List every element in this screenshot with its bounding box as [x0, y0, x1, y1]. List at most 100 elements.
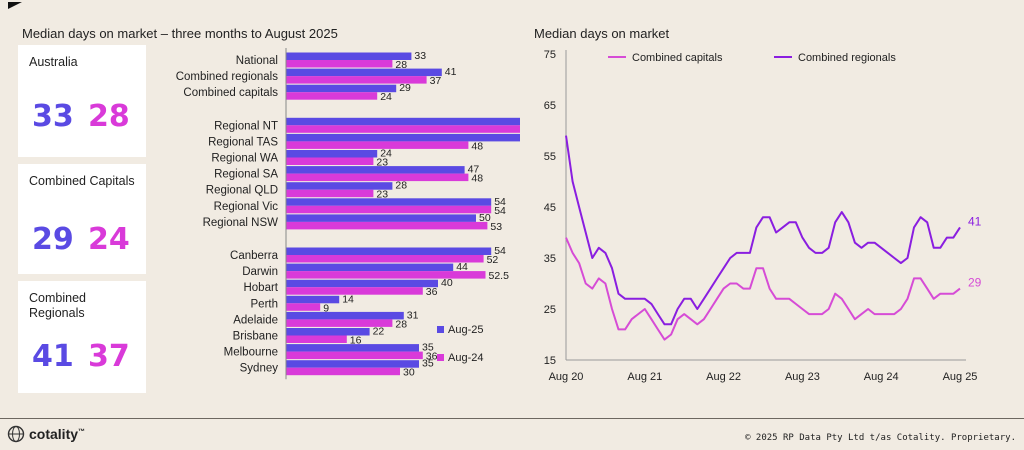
legend-label-aug24: Aug-24 — [448, 352, 483, 364]
bar-category-label: Brisbane — [233, 331, 278, 343]
bar-aug24 — [286, 189, 374, 198]
bar-aug25 — [286, 52, 412, 60]
bar-category-label: Canberra — [230, 250, 279, 262]
y-tick-label: 15 — [544, 355, 556, 367]
line-chart: 75 65 55 45 35 25 15 Aug 20 Aug 21 Aug 22 Aug 23 Au… — [544, 49, 982, 383]
brand-logo: cotality™ — [6, 424, 85, 444]
bar-category-label: Regional NSW — [203, 217, 279, 229]
bar-value-label: 47 — [468, 164, 480, 176]
bar-aug25 — [286, 198, 492, 206]
bar-value-label: 37 — [430, 75, 442, 87]
bar-aug25 — [286, 68, 442, 77]
bar-value-label: 52.5 — [489, 270, 510, 282]
brand-trademark: ™ — [78, 428, 86, 436]
bar-aug25 — [286, 360, 419, 368]
bar-category-label: Perth — [251, 298, 279, 310]
bar-value-label: 28 — [395, 180, 407, 192]
card-label: Combined Capitals — [29, 174, 135, 188]
legend-label-aug25: Aug-25 — [448, 324, 483, 336]
bar-aug24 — [286, 367, 400, 376]
bar-value-label: 48 — [471, 173, 483, 185]
bar-value-label: 24 — [380, 148, 392, 160]
bar-aug24 — [286, 76, 427, 84]
x-tick-label: Aug 21 — [627, 371, 662, 383]
bar-aug25 — [286, 214, 476, 222]
bar-category-label: Combined regionals — [176, 71, 279, 83]
bar-aug24 — [286, 221, 488, 230]
bar-value-label: 22 — [373, 326, 385, 338]
bar-aug25 — [286, 182, 393, 190]
y-tick-label: 45 — [544, 202, 556, 214]
bar-aug25 — [286, 328, 370, 336]
card-australia: Australia 33 28 — [18, 45, 146, 157]
bar-value-label: 52 — [487, 254, 499, 266]
bar-category-label: Regional TAS — [208, 136, 278, 148]
bar-category-label: Regional SA — [214, 169, 278, 181]
bar-value-label: 30 — [403, 367, 415, 379]
bar-aug24 — [286, 319, 393, 327]
bar-aug25 — [286, 150, 378, 158]
y-tick-label: 65 — [544, 100, 556, 112]
globe-icon — [7, 425, 25, 443]
bar-value-label: 28 — [395, 318, 407, 330]
bar-aug25 — [286, 279, 438, 288]
bar-category-label: Adelaide — [233, 314, 278, 326]
bar-aug24 — [286, 157, 374, 165]
y-tick-label: 55 — [544, 151, 556, 163]
x-tick-label: Aug 20 — [549, 371, 584, 383]
bar-value-label: 28 — [395, 59, 407, 71]
bar-value-label: 40 — [441, 277, 453, 289]
bar-chart-title: Median days on market – three months to … — [22, 26, 338, 41]
x-tick-label: Aug 22 — [706, 371, 741, 383]
bar-aug24 — [286, 287, 423, 295]
bar-value-label: 50 — [479, 212, 491, 224]
bar-aug25 — [286, 311, 404, 320]
y-tick-label: 35 — [544, 253, 556, 265]
card-value-aug25: 33 — [32, 99, 74, 134]
bar-value-label: 29 — [399, 82, 411, 94]
bar-category-label: Combined capitals — [183, 87, 278, 99]
bar-aug24 — [286, 271, 486, 279]
bar-aug25 — [286, 133, 520, 142]
bar-value-label: 31 — [407, 309, 419, 321]
series-line-combined-regionals — [565, 135, 961, 326]
bar-category-label: Melbourne — [224, 347, 278, 359]
bar-value-label: 36 — [426, 351, 438, 363]
line-chart-title: Median days on market — [534, 26, 670, 41]
bar-aug24 — [286, 255, 484, 263]
bar-category-label: Hobart — [243, 282, 278, 294]
bar-value-label: 33 — [414, 50, 426, 62]
x-tick-label: Aug 23 — [785, 371, 820, 383]
card-value-aug25: 41 — [32, 339, 74, 374]
card-label: Combined Regionals — [29, 291, 86, 320]
bar-aug24 — [286, 351, 423, 360]
y-tick-label: 25 — [544, 304, 556, 316]
bar-value-label: 9 — [323, 302, 329, 314]
legend-swatch-aug25 — [437, 326, 444, 333]
corner-mark — [8, 2, 22, 9]
bar-aug24 — [286, 60, 393, 68]
card-value-aug24: 37 — [88, 339, 130, 374]
card-combined-capitals: Combined Capitals 29 24 — [18, 164, 146, 274]
bar-aug25 — [286, 263, 454, 272]
bar-value-label: 35 — [422, 358, 434, 370]
bar-category-label: Sydney — [240, 363, 279, 375]
legend-label-combined-regionals: Combined regionals — [798, 52, 896, 64]
card-value-aug25: 29 — [32, 222, 74, 257]
copyright-text: © 2025 RP Data Pty Ltd t/as Cotality. Pr… — [745, 433, 1016, 443]
series-line-combined-capitals — [565, 237, 961, 341]
series-end-label: 29 — [968, 276, 982, 290]
bar-value-label: 54 — [494, 245, 506, 257]
series-end-label: 41 — [968, 214, 982, 228]
bar-category-label: Regional Vic — [214, 201, 279, 213]
bar-aug24 — [286, 141, 469, 149]
bar-value-label: 54 — [494, 205, 506, 217]
bar-aug25 — [286, 84, 397, 93]
x-tick-label: Aug 25 — [943, 371, 978, 383]
bar-aug24 — [286, 173, 469, 182]
bar-value-label: 44 — [456, 261, 468, 273]
bar-value-label: 23 — [376, 189, 388, 201]
bar-value-label: 48 — [471, 140, 483, 152]
bar-category-label: Regional QLD — [206, 185, 278, 197]
